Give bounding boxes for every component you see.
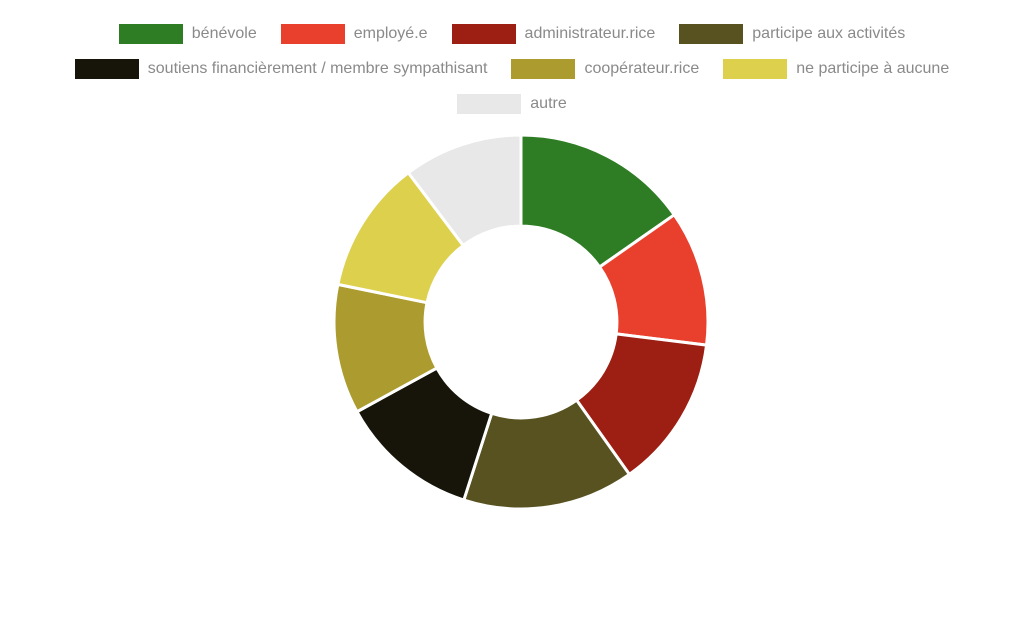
legend-label: coopérateur.rice <box>584 60 700 77</box>
legend-swatch-soutiens-financierement-membre-sympathisant <box>74 59 139 79</box>
donut-chart <box>332 133 710 511</box>
legend-row-2: soutiens financièrement / membre sympath… <box>74 59 949 79</box>
legend-item-benevole: bénévole <box>118 24 257 44</box>
legend-label: employé.e <box>353 25 428 42</box>
legend-swatch-ne-participe-a-aucune <box>723 59 788 79</box>
legend-label: participe aux activités <box>752 25 906 42</box>
legend-swatch-benevole <box>118 24 183 44</box>
pie-segment-autre <box>406 133 523 247</box>
legend-item-cooperateur-rice: coopérateur.rice <box>511 59 699 79</box>
legend-item-soutiens-financierement-membre-sympathisant: soutiens financièrement / membre sympath… <box>74 59 488 79</box>
legend-item-administrateur-rice: administrateur.rice <box>451 24 656 44</box>
legend-swatch-cooperateur-rice <box>511 59 576 79</box>
chart-legend: bénévole employé.e administrateur.rice part… <box>0 24 1024 114</box>
legend-swatch-autre <box>457 94 522 114</box>
legend-item-ne-participe-a-aucune: ne participe à aucune <box>723 59 949 79</box>
legend-label: bénévole <box>191 25 257 42</box>
legend-swatch-employe-e <box>280 24 345 44</box>
legend-item-autre: autre <box>457 94 567 114</box>
legend-swatch-participe-aux-activites <box>679 24 744 44</box>
legend-label: administrateur.rice <box>524 25 656 42</box>
legend-label: soutiens financièrement / membre sympath… <box>147 60 488 77</box>
legend-label: autre <box>530 95 567 112</box>
legend-row-1: bénévole employé.e administrateur.rice part… <box>118 24 905 44</box>
legend-row-3: autre <box>457 94 567 114</box>
legend-item-participe-aux-activites: participe aux activités <box>679 24 905 44</box>
legend-swatch-administrateur-rice <box>451 24 516 44</box>
legend-label: ne participe à aucune <box>796 60 950 77</box>
legend-item-employe-e: employé.e <box>280 24 428 44</box>
pie-segment-participe-aux-activites <box>462 398 631 511</box>
